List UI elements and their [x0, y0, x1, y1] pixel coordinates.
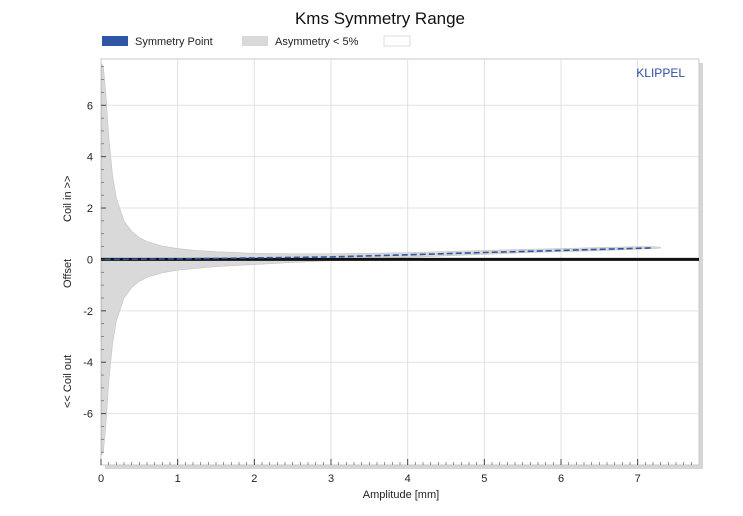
klippel-watermark: KLIPPEL [636, 66, 685, 80]
chart-title: Kms Symmetry Range [295, 9, 465, 28]
y-axis-label-offset: Offset [62, 259, 74, 288]
y-tick-label: 2 [87, 203, 93, 215]
y-tick-label: 6 [87, 100, 93, 112]
y-tick-label: 0 [87, 254, 93, 266]
y-tick-label: -4 [83, 357, 93, 369]
x-tick-label: 6 [558, 473, 564, 485]
grid [101, 59, 699, 465]
x-tick-label: 5 [481, 473, 487, 485]
axis-ticks: 0 1 2 3 4 5 6 7 -6 -4 -2 0 2 4 6 [83, 66, 692, 485]
x-tick-label: 3 [328, 473, 334, 485]
x-tick-label: 1 [175, 473, 181, 485]
x-tick-label: 2 [251, 473, 257, 485]
y-tick-label: 4 [87, 152, 93, 164]
legend: Symmetry Point Asymmetry < 5% [102, 35, 411, 48]
x-tick-label: 4 [405, 473, 411, 485]
legend-swatch-empty [383, 35, 411, 47]
legend-label-symmetry-point: Symmetry Point [135, 36, 213, 48]
legend-swatch-asymmetry [242, 36, 268, 46]
y-tick-label: -6 [83, 409, 93, 421]
legend-swatch-symmetry-point [102, 36, 128, 46]
symmetry-point-series [101, 247, 699, 261]
y-axis-label-coil-in: Coil in >> [62, 176, 74, 222]
x-axis-label: Amplitude [mm] [363, 489, 439, 501]
y-tick-label: -2 [83, 306, 93, 318]
y-axis-label: << Coil out Offset Coil in >> [62, 176, 74, 408]
symmetry-point-line [104, 247, 654, 261]
x-tick-label: 0 [98, 473, 104, 485]
legend-label-asymmetry: Asymmetry < 5% [275, 36, 359, 48]
y-axis-label-coil-out: << Coil out [62, 355, 74, 408]
x-tick-label: 7 [635, 473, 641, 485]
